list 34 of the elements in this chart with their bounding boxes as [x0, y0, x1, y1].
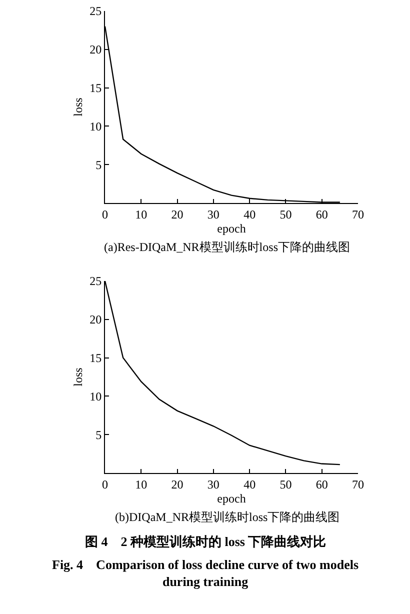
x-tick-label: 0	[102, 207, 108, 222]
x-axis-title: epoch	[217, 491, 246, 506]
x-tick-label: 0	[102, 477, 108, 492]
y-tick-label: 5	[96, 158, 102, 172]
x-tick-label: 30	[207, 477, 220, 492]
x-tick-label: 60	[316, 477, 328, 492]
x-tick-label: 70	[352, 477, 364, 492]
x-tick-label: 40	[244, 477, 256, 492]
y-tick-label: 10	[90, 119, 102, 134]
y-tick-label: 15	[90, 351, 102, 365]
x-tick-label: 20	[171, 207, 184, 222]
y-tick-label: 20	[90, 312, 102, 327]
x-tick-label: 10	[135, 207, 148, 222]
y-tick-label: 20	[90, 42, 102, 57]
y-axis-title: loss	[70, 367, 85, 386]
x-tick-label: 50	[280, 207, 292, 222]
y-tick-label: 25	[90, 4, 102, 18]
text: (b)DIQaM_NR模型训练时loss下降的曲线图	[115, 510, 340, 524]
y-tick-label: 10	[90, 389, 102, 404]
x-tick-label: 40	[244, 207, 256, 222]
x-tick-label: 50	[280, 477, 292, 492]
x-tick-label: 20	[171, 477, 184, 492]
y-tick-label: 25	[90, 274, 102, 288]
caption: Fig. 4 Comparison of loss decline curve of two models during training	[52, 557, 359, 589]
caption: 图 4 2 种模型训练时的 loss 下降曲线对比	[85, 534, 326, 549]
x-axis-title: epoch	[217, 221, 246, 236]
x-tick-label: 10	[135, 477, 148, 492]
x-tick-label: 30	[207, 207, 220, 222]
y-tick-label: 5	[96, 428, 102, 442]
text: (a)Res-DIQaM_NR模型训练时loss下降的曲线图	[104, 240, 350, 254]
x-tick-label: 70	[352, 207, 364, 222]
y-tick-label: 15	[90, 81, 102, 95]
x-tick-label: 60	[316, 207, 328, 222]
y-axis-title: loss	[70, 97, 85, 116]
